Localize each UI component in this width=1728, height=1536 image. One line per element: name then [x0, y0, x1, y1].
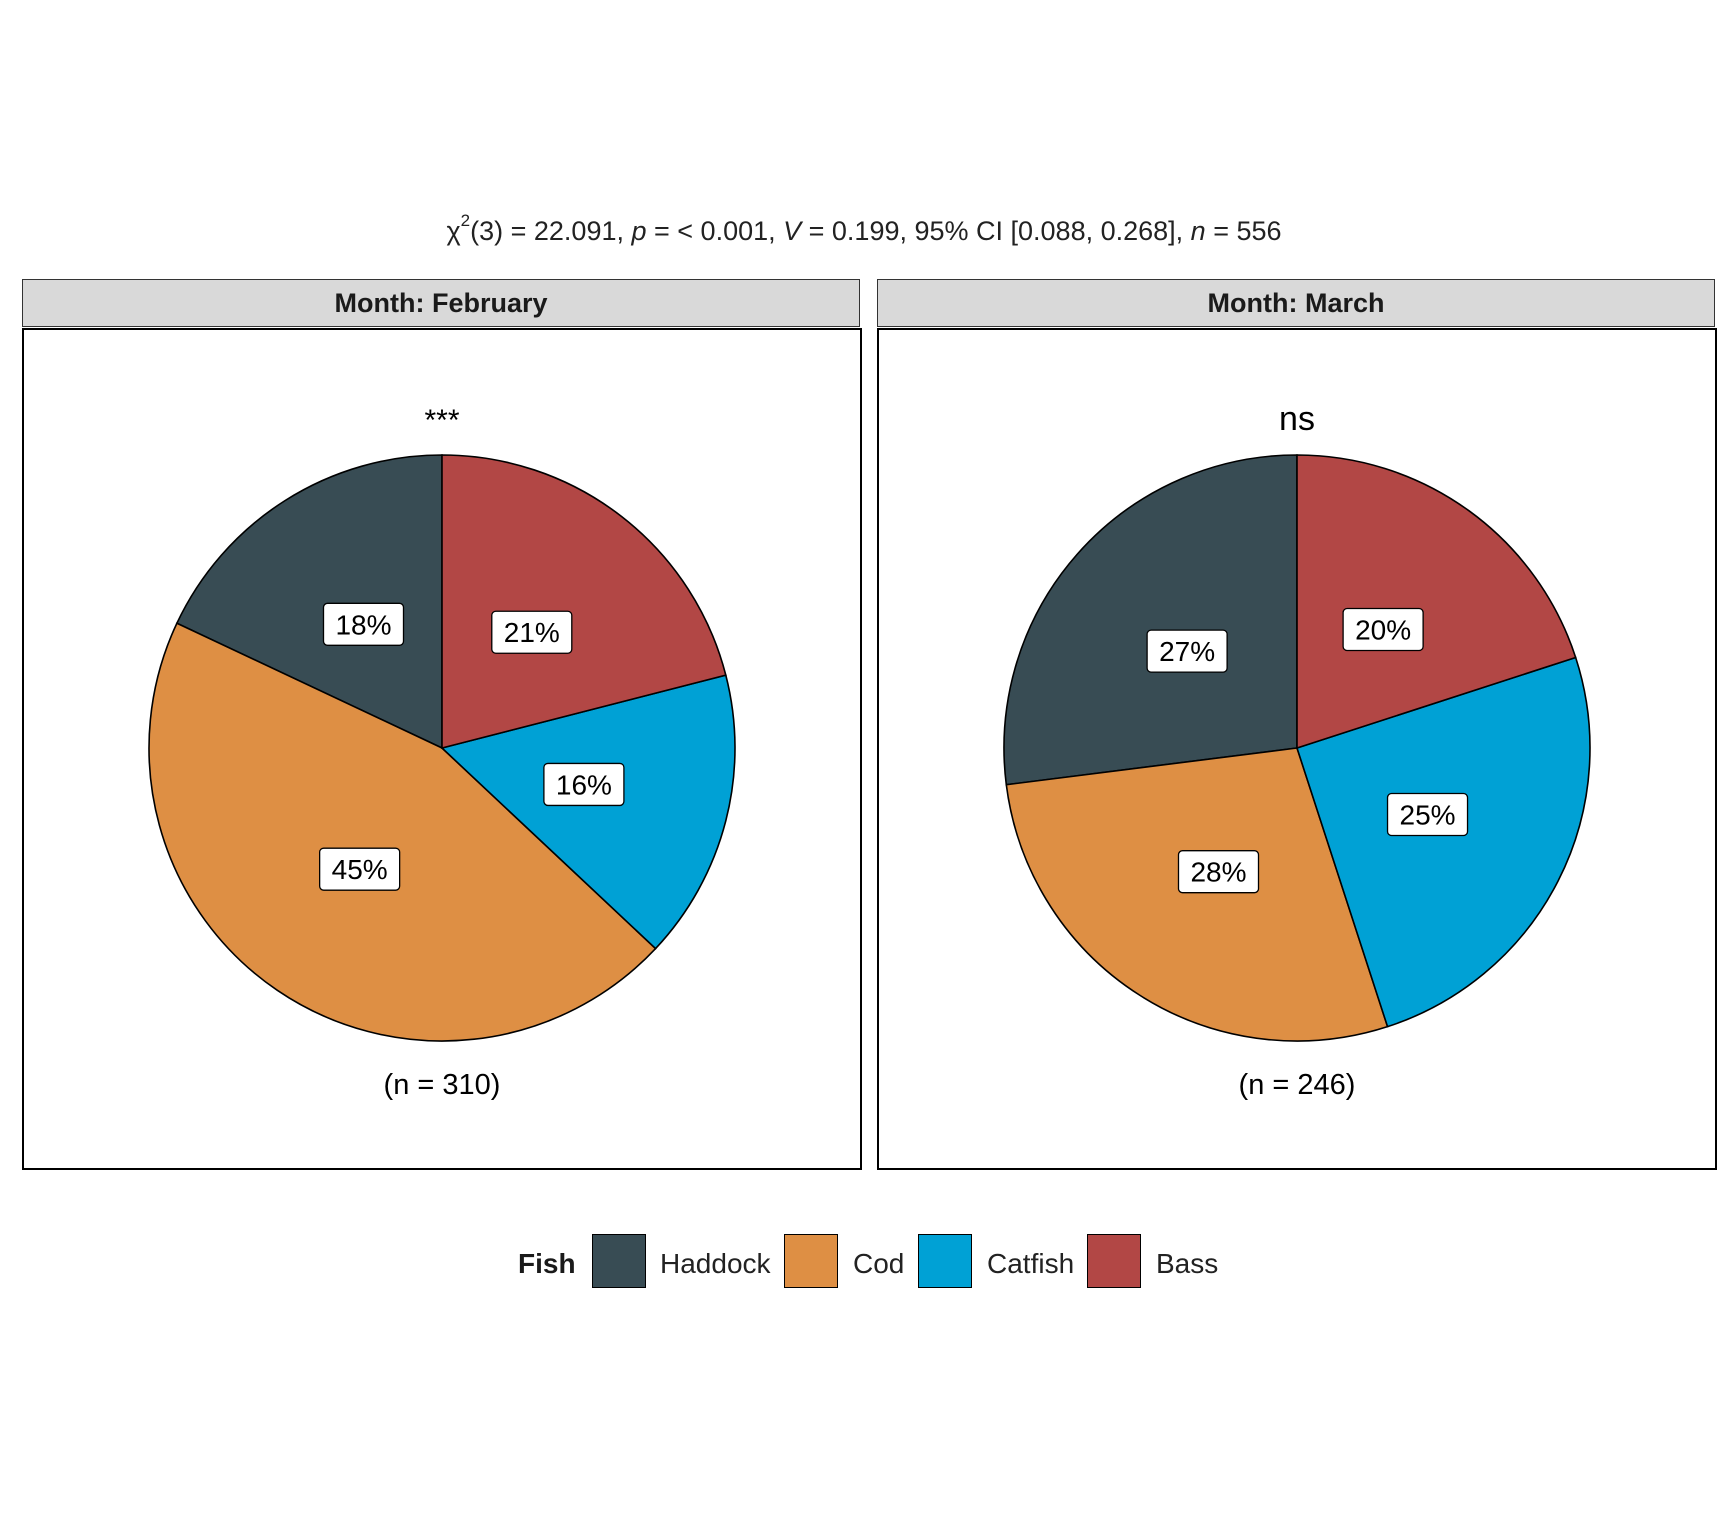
- pie-slice-february-cod: [148, 622, 657, 1042]
- legend-key-cod: [784, 1234, 838, 1288]
- pie-slice-march-haddock: [1003, 454, 1298, 786]
- slice-label-text: 45%: [332, 854, 388, 885]
- legend-key-catfish: [918, 1234, 972, 1288]
- slice-label-box: [1342, 607, 1424, 652]
- sample-size-label-february: (n = 310): [384, 1069, 501, 1101]
- slice-label-text: 18%: [335, 609, 391, 640]
- pie-chart-february: 18% 45% 16% 21% *** (n = 310): [148, 404, 736, 1101]
- n-text: = 556: [1205, 216, 1282, 246]
- pie-slice-march-cod: [1005, 747, 1389, 1042]
- pie-slice-march-catfish: [1295, 656, 1591, 1028]
- slice-label-february-bass: 21%: [491, 610, 573, 654]
- slice-label-box: [318, 847, 401, 891]
- slice-label-march-cod: 28%: [1177, 850, 1260, 894]
- v-symbol: V: [783, 216, 802, 246]
- plot-area-february: 18% 45% 16% 21% *** (n = 310): [22, 328, 862, 1170]
- significance-label-march: ns: [1279, 400, 1315, 438]
- sample-size-label-march: (n = 246): [1239, 1069, 1356, 1101]
- pie-chart-march: 27% 28% 25% 20% ns (n = 246): [1003, 400, 1591, 1101]
- n-symbol: n: [1190, 216, 1206, 246]
- legend-label-catfish: Catfish: [987, 1248, 1075, 1279]
- slice-label-box: [1386, 792, 1469, 837]
- slice-label-box: [322, 602, 405, 646]
- slice-label-text: 21%: [504, 617, 560, 648]
- pie-slice-march-bass: [1296, 454, 1577, 750]
- legend-label-bass: Bass: [1156, 1248, 1219, 1279]
- pie-slice-february-bass: [441, 454, 727, 750]
- v-text: = 0.199, 95% CI [0.088, 0.268],: [801, 216, 1191, 246]
- slice-label-february-catfish: 16%: [543, 762, 625, 807]
- slice-label-box: [1177, 850, 1260, 894]
- df-text: (3) = 22.091,: [470, 216, 632, 246]
- slice-label-february-cod: 45%: [318, 847, 401, 891]
- chi-superscript: 2: [460, 211, 471, 230]
- facet-panel-february: Month: February 18% 45% 16% 21% *** (n = 310): [22, 279, 862, 1170]
- slice-label-march-catfish: 25%: [1386, 792, 1469, 837]
- significance-label-february: ***: [424, 404, 459, 437]
- plot-area-march: 27% 28% 25% 20% ns (n = 246): [877, 328, 1717, 1170]
- p-text: = < 0.001,: [646, 216, 784, 246]
- slice-label-march-bass: 20%: [1342, 607, 1424, 652]
- facet-strip-march: Month: March: [877, 279, 1715, 327]
- legend-key-haddock: [592, 1234, 646, 1288]
- slice-label-box: [491, 610, 573, 654]
- slice-label-text: 25%: [1400, 800, 1456, 831]
- legend-label-cod: Cod: [853, 1248, 905, 1279]
- legend-title: Fish: [518, 1248, 576, 1279]
- facet-panel-march: Month: March 27% 28% 25% 20% ns (n = 246): [877, 279, 1717, 1170]
- legend: Fish Haddock Cod Catfish Bass: [0, 1234, 1728, 1294]
- p-symbol: p: [631, 216, 647, 246]
- facet-strip-february: Month: February: [22, 279, 860, 327]
- slice-label-text: 27%: [1159, 636, 1215, 667]
- pie-slice-february-catfish: [440, 674, 736, 950]
- slice-label-text: 16%: [556, 769, 612, 800]
- slice-label-box: [543, 762, 625, 807]
- chart-subtitle: χ2(3) = 22.091, p = < 0.001, V = 0.199, …: [0, 211, 1728, 247]
- pie-slice-february-haddock: [175, 454, 443, 750]
- slice-label-text: 28%: [1190, 857, 1246, 888]
- slice-label-february-haddock: 18%: [322, 602, 405, 646]
- slice-label-box: [1146, 629, 1228, 673]
- legend-key-bass: [1087, 1234, 1141, 1288]
- chi-symbol: χ: [446, 216, 461, 246]
- slice-label-text: 20%: [1355, 614, 1411, 645]
- legend-label-haddock: Haddock: [660, 1248, 771, 1279]
- slice-label-march-haddock: 27%: [1146, 629, 1228, 673]
